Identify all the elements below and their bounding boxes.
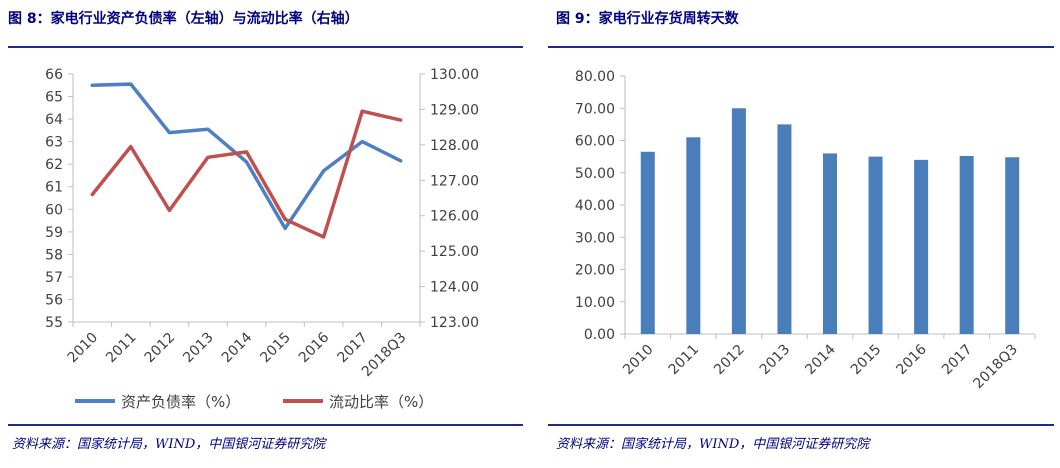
bar (959, 155, 974, 334)
right-y-tick-label: 126.00 (430, 209, 479, 225)
bar (731, 108, 746, 334)
right-y-tick-label: 125.00 (430, 244, 479, 260)
x-tick-label: 2018Q3 (970, 342, 1021, 393)
y-tick-label: 70.00 (575, 101, 615, 117)
figure-9-title: 图 9：家电行业存货周转天数 (556, 11, 739, 27)
y-tick-label: 40.00 (575, 198, 615, 214)
x-tick-label: 2011 (666, 342, 703, 379)
bar (1005, 157, 1020, 334)
legend-label: 流动比率（%） (329, 393, 433, 411)
title-rule (8, 46, 523, 48)
title-rule (548, 46, 1054, 48)
left-y-tick-label: 64 (45, 112, 63, 128)
bar (868, 156, 883, 334)
x-tick-label: 2013 (180, 330, 217, 367)
debt-ratio-current-ratio-chart: 55 56 57 58 59 60 61 62 63 64 65 66 123.00 124.00 125.… (45, 67, 479, 411)
right-y-tick-label: 123.00 (430, 315, 479, 331)
legend-label: 资产负债率（%） (121, 393, 240, 411)
left-y-tick-label: 57 (45, 270, 63, 286)
y-tick-label: 20.00 (575, 263, 615, 279)
left-y-tick-label: 66 (45, 67, 63, 83)
bar (914, 159, 929, 334)
figure-8-title: 图 8：家电行业资产负债率（左轴）与流动比率（右轴） (8, 11, 359, 27)
x-tick-label: 2017 (334, 330, 371, 367)
source-rule (8, 424, 523, 426)
inventory-turnover-days-chart: 0.00 10.00 20.00 30.00 40.00 50.00 60.00 70.00 8… (575, 69, 1036, 393)
left-figure-panel: 图 8：家电行业资产负债率（左轴）与流动比率（右轴） 55 56 57 58 59 60 6… (8, 11, 523, 452)
source-rule (548, 424, 1054, 426)
bar (777, 124, 792, 334)
right-y-tick-label: 129.00 (430, 102, 479, 118)
x-tick-label: 2015 (848, 342, 885, 379)
bar (686, 137, 701, 334)
source-note: 资料来源：国家统计局，WIND，中国银河证券研究院 (12, 437, 326, 452)
y-tick-label: 60.00 (575, 134, 615, 150)
bar (823, 153, 837, 334)
x-tick-label: 2017 (939, 342, 976, 379)
y-tick-label: 10.00 (575, 295, 615, 311)
right-y-tick-label: 128.00 (430, 138, 479, 154)
right-y-tick-label: 127.00 (430, 173, 479, 189)
x-tick-label: 2016 (296, 329, 333, 366)
x-tick-label: 2012 (142, 330, 179, 367)
x-tick-label: 2010 (620, 342, 657, 379)
y-tick-label: 30.00 (575, 230, 615, 246)
right-figure-panel: 图 9：家电行业存货周转天数 0.00 10.00 20.00 30.00 40.00 5… (540, 0, 1060, 468)
left-y-tick-label: 65 (45, 90, 63, 106)
x-tick-label: 2010 (65, 330, 102, 367)
x-tick-label: 2012 (711, 342, 748, 379)
left-y-tick-label: 62 (45, 157, 63, 173)
left-y-tick-label: 59 (45, 225, 63, 241)
x-tick-label: 2015 (257, 330, 294, 367)
y-tick-label: 80.00 (575, 69, 615, 85)
bar (640, 151, 655, 334)
left-y-tick-label: 61 (45, 180, 63, 196)
current-ratio-line (90, 109, 403, 239)
x-tick-label: 2014 (219, 329, 256, 366)
x-tick-label: 2016 (893, 341, 930, 378)
right-y-tick-label: 130.00 (430, 67, 479, 83)
x-tick-label: 2011 (103, 330, 140, 367)
y-tick-label: 50.00 (575, 166, 615, 182)
left-y-tick-label: 58 (45, 247, 63, 263)
x-tick-label: 2014 (802, 341, 839, 378)
left-y-tick-label: 56 (45, 292, 63, 308)
left-y-tick-label: 63 (45, 135, 63, 151)
left-y-tick-label: 60 (45, 202, 63, 218)
x-tick-label: 2013 (757, 342, 794, 379)
y-tick-label: 0.00 (584, 327, 615, 343)
left-y-tick-label: 55 (45, 315, 63, 331)
source-note: 资料来源：国家统计局，WIND，中国银河证券研究院 (556, 437, 870, 452)
right-y-tick-label: 124.00 (430, 280, 479, 296)
